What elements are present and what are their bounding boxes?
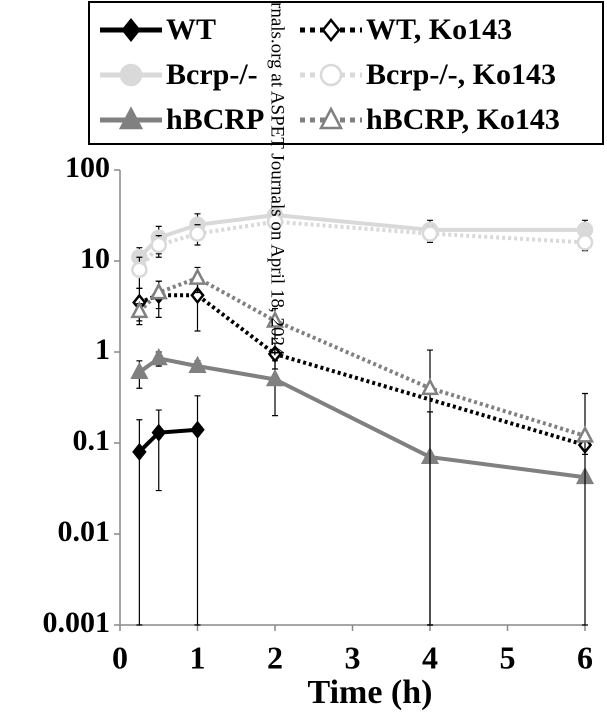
legend-marker bbox=[118, 106, 144, 130]
legend-label: hBCRP, Ko143 bbox=[366, 103, 560, 136]
marker bbox=[131, 261, 148, 279]
marker bbox=[190, 286, 205, 305]
marker bbox=[151, 423, 166, 442]
marker bbox=[265, 369, 285, 387]
x-tick-label: 0 bbox=[112, 639, 128, 675]
marker bbox=[150, 236, 167, 254]
legend-label: Bcrp-/- bbox=[166, 58, 258, 91]
marker bbox=[189, 225, 206, 242]
error-bar bbox=[427, 349, 433, 626]
x-axis-title: Time (h) bbox=[308, 674, 433, 711]
series-line bbox=[137, 275, 586, 438]
watermark: rnals.org at ASPET Journals on April 18,… bbox=[267, 2, 288, 356]
x-tick-label: 2 bbox=[267, 639, 283, 675]
marker bbox=[130, 300, 149, 319]
marker bbox=[576, 234, 594, 251]
legend-marker bbox=[119, 63, 143, 87]
series-line bbox=[137, 213, 585, 259]
marker bbox=[420, 377, 440, 396]
x-tick-label: 1 bbox=[190, 639, 206, 675]
y-tick-label: 0.01 bbox=[58, 515, 111, 548]
marker bbox=[149, 348, 168, 366]
x-tick-label: 3 bbox=[345, 639, 361, 675]
marker bbox=[575, 425, 595, 443]
series-line bbox=[137, 427, 198, 454]
legend-marker bbox=[321, 17, 341, 43]
series-line bbox=[138, 356, 586, 480]
marker bbox=[130, 361, 149, 380]
marker bbox=[188, 355, 207, 373]
marker bbox=[190, 420, 205, 439]
marker bbox=[267, 345, 283, 364]
marker bbox=[149, 282, 168, 300]
error-bar bbox=[155, 409, 162, 492]
y-tick-label: 0.001 bbox=[43, 606, 111, 639]
y-tick-label: 100 bbox=[65, 151, 110, 184]
marker bbox=[188, 267, 207, 285]
x-tick-label: 4 bbox=[422, 639, 438, 675]
marker bbox=[265, 310, 285, 328]
legend-label: hBCRP bbox=[166, 103, 264, 136]
y-tick-label: 0.1 bbox=[73, 424, 111, 457]
y-tick-label: 1 bbox=[95, 333, 110, 366]
marker bbox=[266, 213, 284, 230]
legend-marker bbox=[121, 17, 141, 43]
legend-box bbox=[88, 1, 604, 145]
x-tick-label: 5 bbox=[500, 639, 516, 675]
legend-marker bbox=[318, 106, 344, 130]
legend-label: Bcrp-/-, Ko143 bbox=[366, 58, 556, 91]
legend-marker bbox=[319, 63, 343, 87]
legend-label: WT bbox=[166, 13, 216, 46]
marker bbox=[132, 442, 147, 461]
marker bbox=[421, 225, 439, 242]
y-tick-label: 10 bbox=[80, 242, 110, 275]
x-tick-label: 6 bbox=[577, 639, 593, 675]
legend-label: WT, Ko143 bbox=[366, 13, 512, 46]
